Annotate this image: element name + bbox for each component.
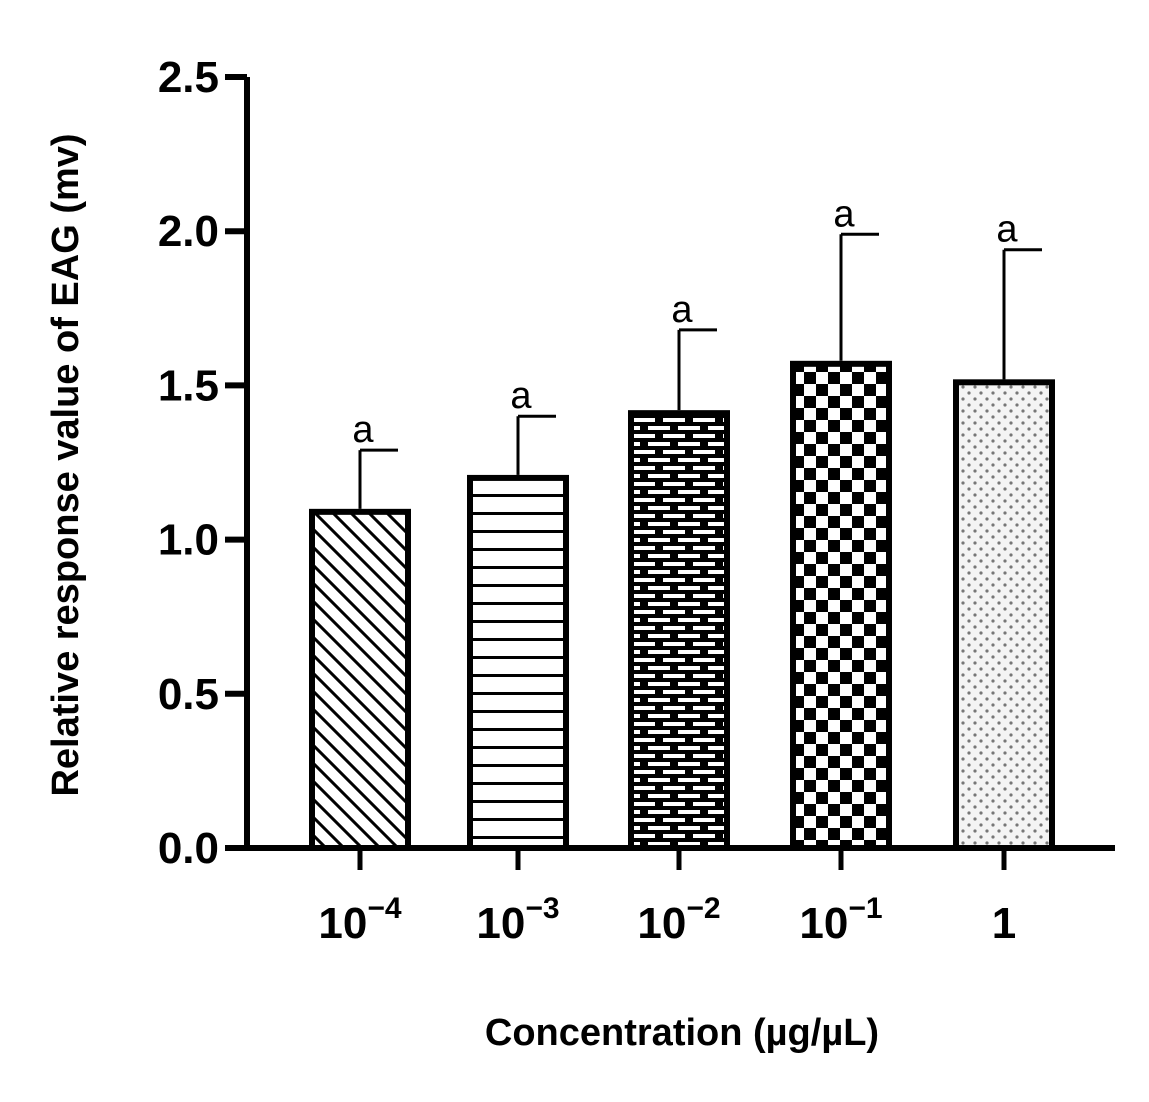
- y-axis-label: Relative response value of EAG (mv): [45, 133, 87, 796]
- significance-label-4: a: [833, 193, 855, 235]
- bar-4: [790, 360, 892, 851]
- bar-5: [953, 379, 1055, 851]
- y-tick-label-4: 1.5: [158, 361, 219, 410]
- y-tick-label-3: 1.0: [158, 516, 219, 565]
- x-tick-label-1: 10−4: [318, 892, 401, 948]
- significance-label-5: a: [996, 209, 1018, 251]
- x-tick-label-2: 10−3: [476, 892, 559, 948]
- significance-label-1: a: [352, 409, 374, 451]
- significance-label-3: a: [671, 289, 693, 331]
- bar-3: [628, 410, 730, 851]
- x-axis-label: Concentration (µg/µL): [485, 1012, 879, 1054]
- y-axis-title: Relative response value of EAG (mv): [45, 133, 87, 796]
- bar-2: [467, 474, 569, 851]
- y-tick-label-1: 0.0: [158, 824, 219, 873]
- x-tick-label-4: 10−1: [799, 892, 882, 948]
- y-tick-label-6: 2.5: [158, 53, 219, 102]
- plot-area: a a a a a 0.0 0.5 1.0 1.5 2.0 2.5 10−4 10−3 10−2 10−1 1: [158, 53, 1115, 948]
- y-tick-label-2: 0.5: [158, 670, 219, 719]
- y-tick-label-5: 2.0: [158, 207, 219, 256]
- x-tick-label-3: 10−2: [637, 892, 720, 948]
- significance-label-2: a: [510, 375, 532, 417]
- x-tick-label-5: 1: [992, 899, 1016, 948]
- bar-1: [309, 508, 411, 851]
